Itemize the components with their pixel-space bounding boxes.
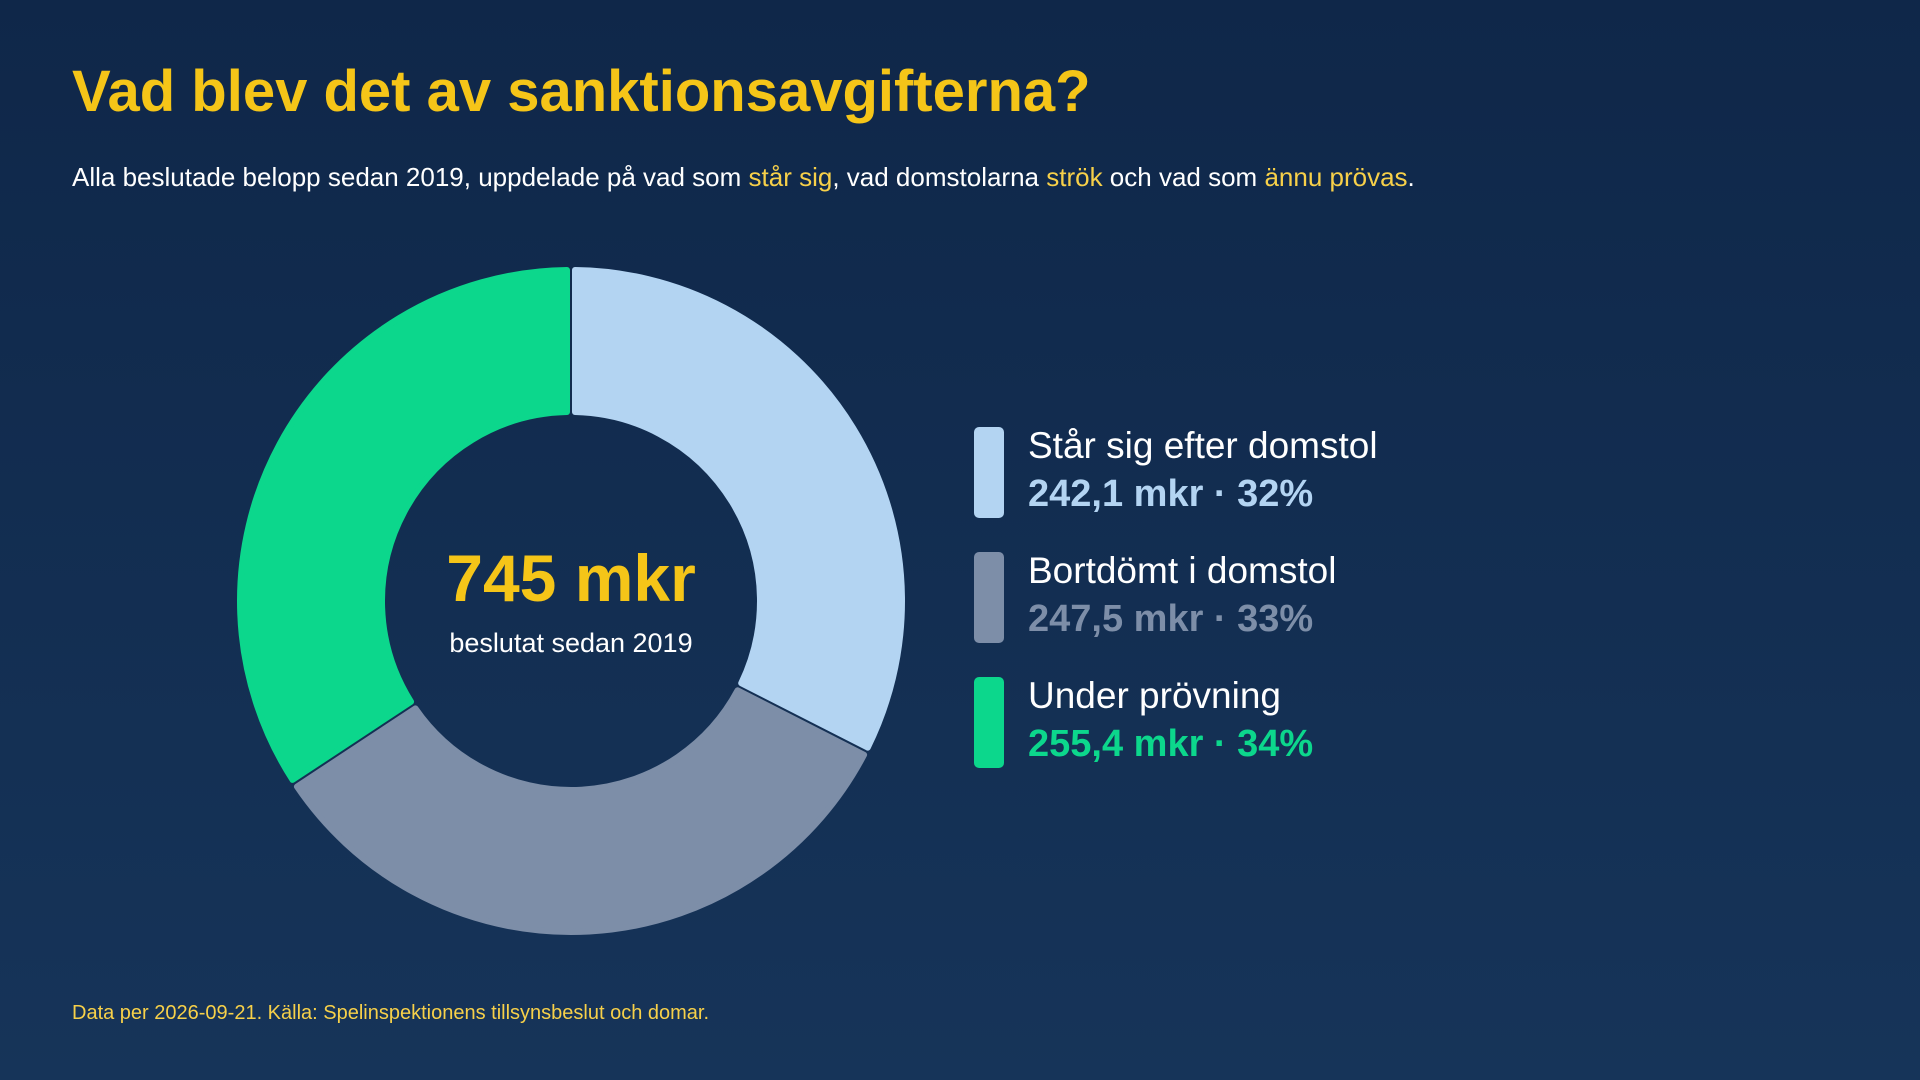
donut-center-value: 745 mkr	[446, 541, 696, 615]
donut-slice-0	[572, 267, 905, 751]
subtitle-text: och vad som	[1102, 162, 1265, 192]
source-footnote: Data per 2026-09-21. Källa: Spelinspekti…	[72, 1002, 710, 1024]
chart-title: Vad blev det av sanktionsavgifterna?	[72, 59, 1091, 124]
legend-label: Bortdömt i domstol	[1028, 550, 1337, 591]
legend-swatch	[974, 552, 1004, 643]
legend-value: 247,5 mkr · 33%	[1028, 598, 1314, 640]
legend-swatch	[974, 427, 1004, 518]
chart-subtitle: Alla beslutade belopp sedan 2019, uppdel…	[72, 162, 1415, 193]
donut-chart	[237, 267, 905, 935]
donut-slice-1	[293, 687, 868, 935]
donut-slice-2	[237, 267, 570, 783]
subtitle-text: , vad domstolarna	[832, 162, 1047, 192]
legend-swatch	[974, 677, 1004, 768]
subtitle-highlight-stands: står sig	[748, 162, 833, 192]
legend-label: Står sig efter domstol	[1028, 425, 1378, 466]
subtitle-highlight-pending: ännu prövas	[1264, 162, 1408, 192]
subtitle-text: .	[1407, 162, 1415, 192]
donut-center-label: beslutat sedan 2019	[449, 628, 693, 658]
subtitle-highlight-struck: strök	[1046, 162, 1103, 192]
legend-value: 255,4 mkr · 34%	[1028, 723, 1314, 765]
legend-value: 242,1 mkr · 32%	[1028, 473, 1314, 515]
legend-label: Under prövning	[1028, 675, 1281, 716]
subtitle-text: Alla beslutade belopp sedan 2019, uppdel…	[72, 162, 749, 192]
